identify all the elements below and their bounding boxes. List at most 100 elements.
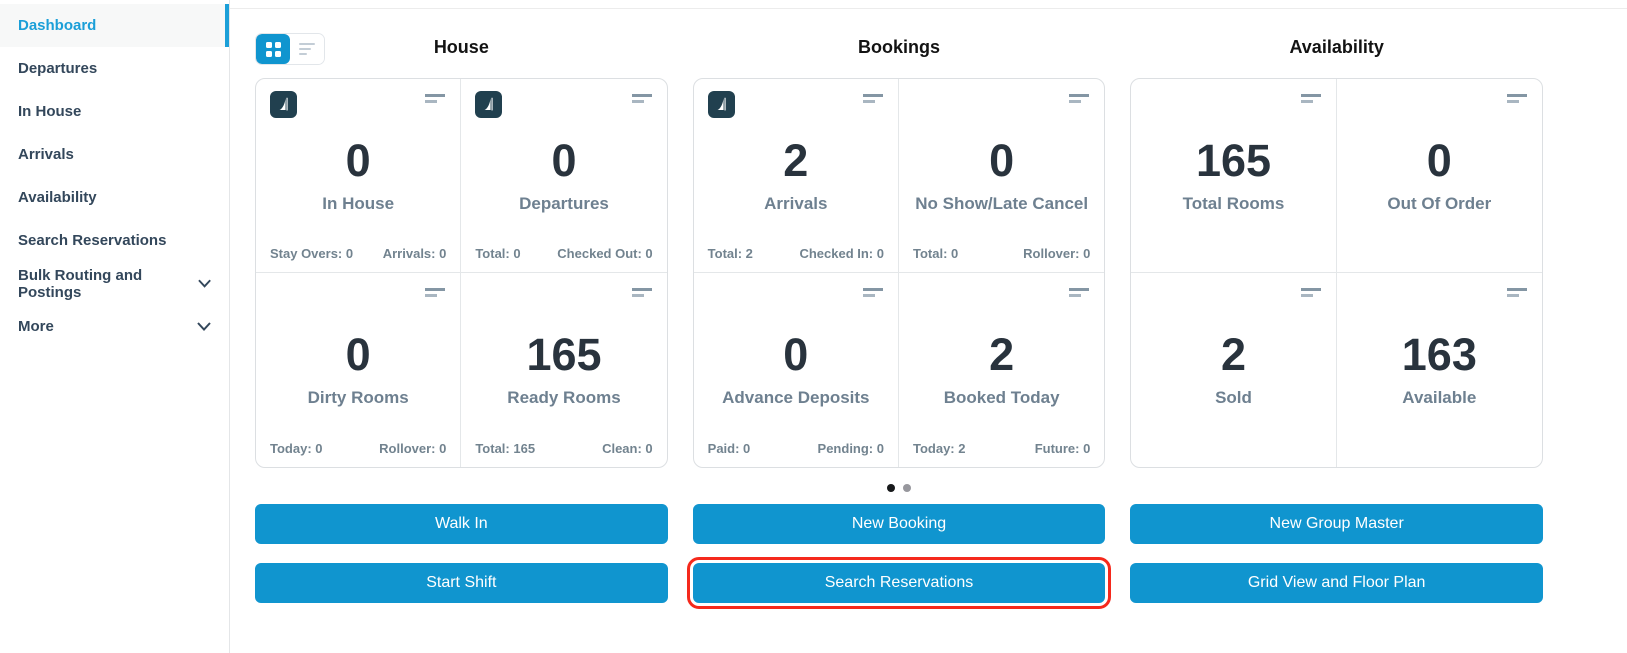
- substat-right: Future: 0: [1034, 441, 1091, 456]
- card-filter-icon[interactable]: [631, 94, 652, 103]
- dashboard-main: House 0 In House Stay Overs: 0 Arrivals:…: [230, 0, 1627, 653]
- new-group-master-button[interactable]: New Group Master: [1130, 504, 1543, 544]
- card-substats: Paid: 0 Pending: 0: [708, 441, 884, 456]
- card-value: 2: [783, 134, 809, 186]
- pagination-dot-1[interactable]: [886, 484, 895, 492]
- substat-right: Clean: 0: [602, 441, 653, 456]
- list-icon: [299, 43, 315, 55]
- card-booked-today[interactable]: 2 Booked Today Today: 2 Future: 0: [899, 273, 1104, 467]
- substat-right: Checked Out: 0: [557, 246, 653, 261]
- card-substats: Total: 0 Checked Out: 0: [475, 246, 652, 261]
- card-value: 165: [526, 329, 602, 380]
- brand-logo-icon: [270, 91, 297, 118]
- list-view-button[interactable]: [290, 34, 324, 64]
- sidebar-item-dashboard[interactable]: Dashboard: [0, 4, 229, 47]
- substat-left: Today: 2: [912, 441, 966, 456]
- card-value: 0: [345, 329, 371, 380]
- sidebar-item-label: Dashboard: [18, 17, 97, 34]
- pagination-row: [255, 484, 1543, 492]
- card-arrivals[interactable]: 2 Arrivals Total: 2 Checked In: 0: [693, 79, 899, 273]
- card-substats: Total: 0 Rollover: 0: [913, 246, 1090, 261]
- card-out-of-order[interactable]: 0 Out Of Order: [1336, 79, 1542, 273]
- section-bookings: Bookings 2 Arrivals Total: 2 Checked In:…: [692, 8, 1106, 468]
- card-dirty-rooms[interactable]: 0 Dirty Rooms Today: 0 Rollover: 0: [256, 273, 462, 467]
- section-house: House 0 In House Stay Overs: 0 Arrivals:…: [255, 8, 668, 468]
- card-substats: Total: 2 Checked In: 0: [708, 246, 884, 261]
- substat-right: Checked In: 0: [799, 246, 884, 261]
- card-filter-icon[interactable]: [1300, 94, 1321, 103]
- substat-left: Total: 0: [475, 246, 521, 261]
- sidebar-item-label: In House: [18, 103, 82, 120]
- card-filter-icon[interactable]: [1300, 288, 1321, 297]
- card-label: Total Rooms: [1182, 193, 1285, 213]
- card-total-rooms[interactable]: 165 Total Rooms: [1131, 79, 1337, 273]
- sidebar-item-more[interactable]: More: [0, 305, 229, 348]
- substat-left: Total: 2: [707, 246, 753, 261]
- sidebar: Dashboard Departures In House Arrivals A…: [0, 0, 230, 653]
- dashboard-sections: House 0 In House Stay Overs: 0 Arrivals:…: [255, 8, 1543, 468]
- start-shift-button[interactable]: Start Shift: [255, 563, 668, 603]
- walk-in-button[interactable]: Walk In: [255, 504, 668, 544]
- card-filter-icon[interactable]: [425, 94, 446, 103]
- card-filter-icon[interactable]: [631, 288, 652, 297]
- search-reservations-button[interactable]: Search Reservations: [686, 557, 1112, 609]
- card-value: 0: [1426, 134, 1452, 186]
- card-filter-icon[interactable]: [1069, 94, 1090, 103]
- substat-right: Arrivals: 0: [382, 246, 447, 261]
- sidebar-item-in-house[interactable]: In House: [0, 90, 229, 133]
- card-substats: Total: 165 Clean: 0: [475, 441, 652, 456]
- sidebar-item-search-reservations[interactable]: Search Reservations: [0, 219, 229, 262]
- card-sold[interactable]: 2 Sold: [1131, 273, 1337, 467]
- sidebar-item-label: Departures: [18, 60, 98, 77]
- card-no-show-late-cancel[interactable]: 0 No Show/Late Cancel Total: 0 Rollover:…: [898, 79, 1105, 273]
- sidebar-item-label: Bulk Routing and Postings: [18, 266, 143, 301]
- sidebar-item-arrivals[interactable]: Arrivals: [0, 133, 229, 176]
- card-ready-rooms[interactable]: 165 Ready Rooms Total: 165 Clean: 0: [461, 273, 666, 467]
- chevron-down-icon: [197, 322, 211, 331]
- section-title: Bookings: [857, 37, 940, 57]
- card-filter-icon[interactable]: [1506, 288, 1527, 297]
- brand-logo-icon: [707, 91, 735, 118]
- card-available[interactable]: 163 Available: [1337, 273, 1542, 467]
- card-value: 0: [783, 329, 809, 380]
- grid-icon: [265, 41, 281, 57]
- new-booking-button[interactable]: New Booking: [692, 504, 1106, 544]
- card-filter-icon[interactable]: [1069, 288, 1090, 297]
- substat-left: Stay Overs: 0: [270, 246, 354, 261]
- chevron-down-icon: [198, 279, 211, 288]
- card-label: In House: [322, 193, 395, 213]
- card-departures[interactable]: 0 Departures Total: 0 Checked Out: 0: [461, 79, 667, 273]
- card-filter-icon[interactable]: [862, 288, 883, 297]
- grid-view-and-floor-plan-button[interactable]: Grid View and Floor Plan: [1130, 563, 1543, 603]
- card-substats: Stay Overs: 0 Arrivals: 0: [270, 246, 446, 261]
- substat-left: Paid: 0: [707, 441, 751, 456]
- carousel-pagination: [693, 484, 1106, 492]
- card-value: 0: [989, 134, 1015, 186]
- sidebar-item-label: More: [18, 318, 54, 335]
- pagination-dot-2[interactable]: [902, 484, 911, 492]
- action-buttons: Walk In New Booking New Group Master Sta…: [255, 504, 1543, 609]
- card-value: 165: [1195, 134, 1272, 186]
- sidebar-item-departures[interactable]: Departures: [0, 47, 229, 90]
- card-label: Available: [1402, 388, 1477, 407]
- section-availability: Availability 165 Total Rooms 0 Out Of Or…: [1130, 8, 1543, 468]
- section-title: Availability: [1289, 37, 1384, 57]
- card-value: 2: [989, 329, 1015, 380]
- card-filter-icon[interactable]: [862, 94, 883, 103]
- sidebar-item-bulk-routing-and-postings[interactable]: Bulk Routing and Postings: [0, 262, 229, 305]
- grid-view-button[interactable]: [256, 34, 290, 64]
- card-value: 0: [551, 134, 577, 186]
- card-label: Out Of Order: [1387, 193, 1492, 213]
- house-cards: 0 In House Stay Overs: 0 Arrivals: 0 0 D…: [255, 78, 668, 468]
- card-label: Sold: [1215, 388, 1252, 407]
- sidebar-item-label: Arrivals: [18, 146, 74, 163]
- card-in-house[interactable]: 0 In House Stay Overs: 0 Arrivals: 0: [256, 79, 462, 273]
- card-filter-icon[interactable]: [425, 288, 446, 297]
- card-label: Departures: [519, 193, 609, 213]
- sidebar-item-availability[interactable]: Availability: [0, 176, 229, 219]
- card-advance-deposits[interactable]: 0 Advance Deposits Paid: 0 Pending: 0: [694, 273, 899, 467]
- card-value: 0: [345, 134, 371, 186]
- card-filter-icon[interactable]: [1506, 94, 1527, 103]
- card-label: Arrivals: [764, 193, 828, 213]
